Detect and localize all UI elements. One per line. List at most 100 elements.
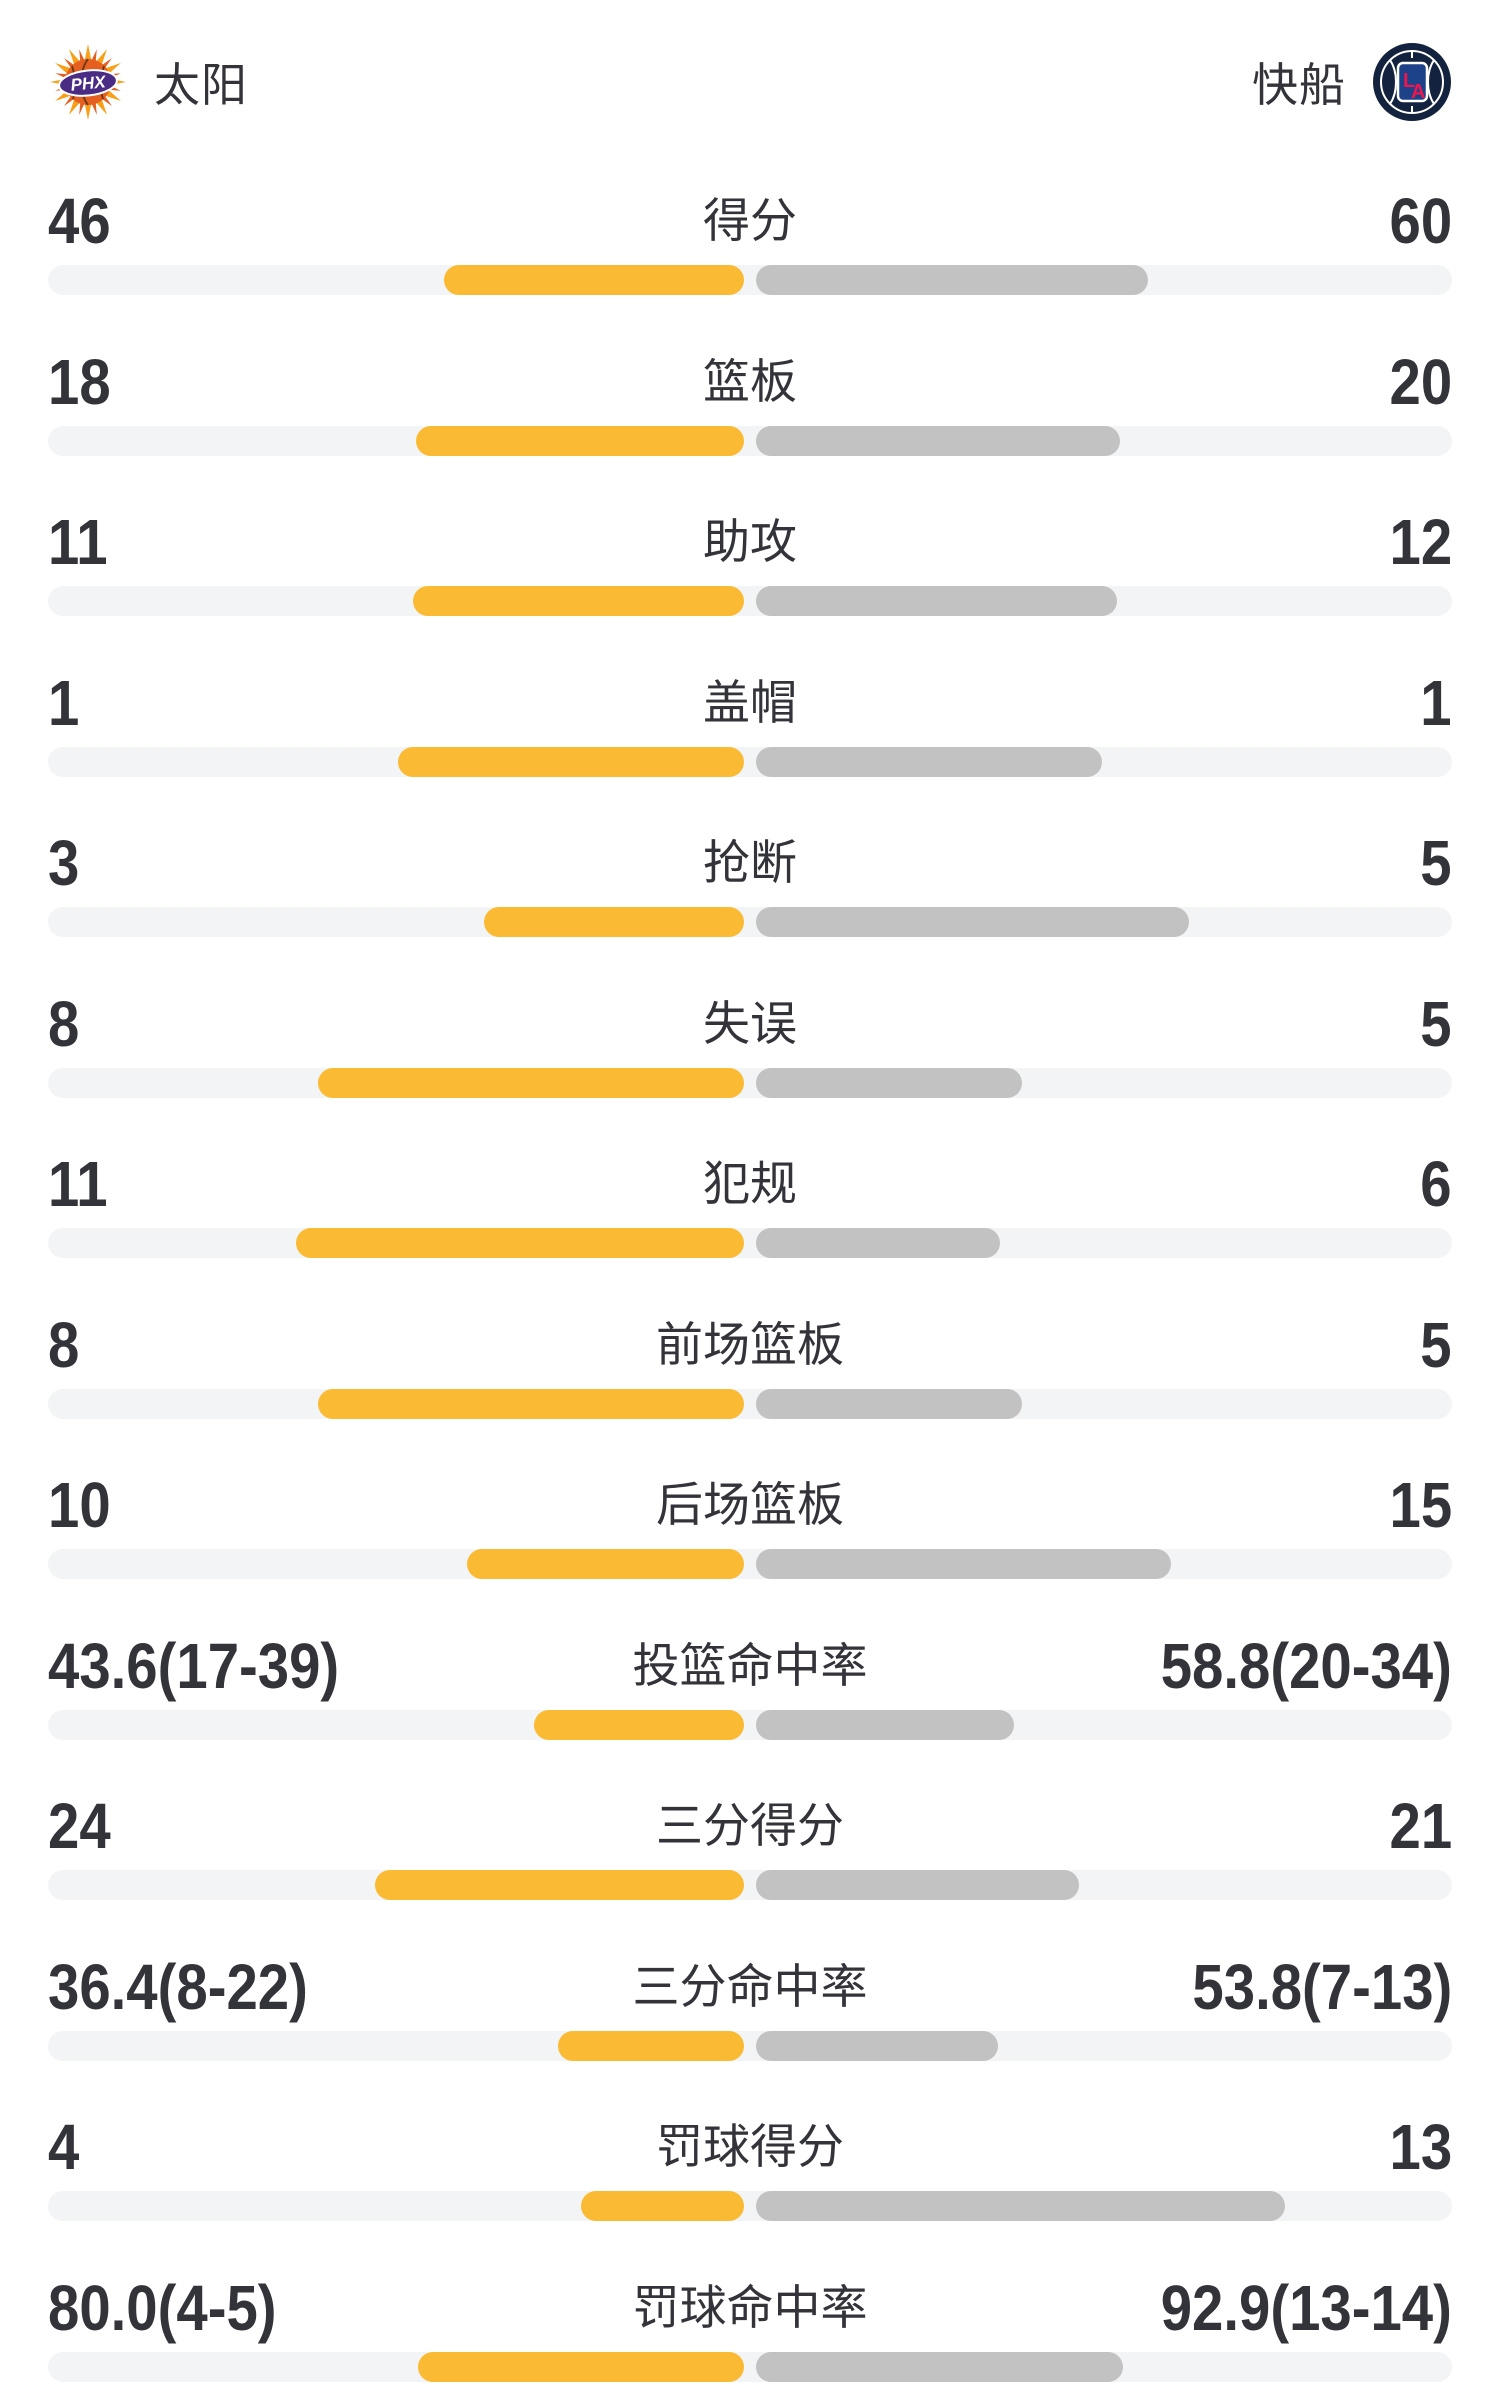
bar-track (48, 265, 1452, 295)
stat-right-value: 60 (1389, 185, 1452, 257)
right-team-bar (756, 1067, 1022, 1098)
left-team-bar (318, 1388, 744, 1419)
stat-row: 36.4(8-22) 53.8(7-13) 三分命中率 (0, 1933, 1500, 2094)
stat-row: 80.0(4-5) 92.9(13-14) 罚球命中率 (0, 2254, 1500, 2400)
svg-text:A: A (1411, 81, 1425, 103)
home-team-name: 太阳 (154, 59, 248, 111)
right-team-bar (756, 2030, 998, 2061)
right-team-bar (756, 746, 1102, 777)
left-team-bar (413, 586, 744, 616)
away-team[interactable]: 快船 L A (1252, 42, 1452, 122)
stat-label: 三分得分 (656, 1799, 844, 1852)
bar-track (48, 1388, 1452, 1419)
stat-left-value: 8 (48, 987, 80, 1060)
stat-right-value: 21 (1389, 1790, 1452, 1862)
right-team-bar (756, 1228, 1000, 1258)
stat-row: 24 21 三分得分 (0, 1772, 1500, 1933)
left-team-bar (418, 2351, 744, 2382)
left-team-bar (484, 907, 744, 937)
stat-row: 3 5 抢断 (0, 809, 1500, 970)
stat-label: 投篮命中率 (632, 1638, 868, 1692)
left-team-bar (416, 425, 744, 456)
bar-track (48, 1549, 1452, 1579)
stat-left-value: 11 (48, 506, 108, 578)
suns-logo-icon: PHX (50, 44, 126, 120)
bar-track (48, 586, 1452, 616)
bar-track (48, 1870, 1452, 1900)
stat-label: 助攻 (703, 515, 797, 568)
right-team-bar (756, 425, 1120, 456)
left-team-bar (296, 1228, 744, 1258)
stat-right-value: 53.8(7-13) (1192, 1950, 1452, 2023)
stat-row: 18 20 篮板 (0, 328, 1500, 489)
right-team-bar (756, 265, 1148, 295)
stat-row: 11 12 助攻 (0, 488, 1500, 649)
right-team-bar (756, 2351, 1123, 2382)
stat-right-value: 1 (1420, 666, 1452, 739)
left-team-bar (558, 2030, 744, 2061)
stat-row: 8 5 失误 (0, 970, 1500, 1131)
stat-row: 46 60 得分 (0, 167, 1500, 328)
right-team-bar (756, 1870, 1079, 1900)
stat-right-value: 12 (1389, 506, 1452, 578)
stat-left-value: 24 (48, 1790, 111, 1862)
left-team-bar (444, 265, 744, 295)
left-team-bar (375, 1870, 744, 1900)
stat-left-value: 4 (48, 2111, 80, 2183)
stat-right-value: 58.8(20-34) (1160, 1629, 1452, 1702)
bar-track (48, 425, 1452, 456)
right-team-bar (756, 907, 1189, 937)
stat-left-value: 1 (48, 666, 80, 739)
stat-label: 抢断 (703, 836, 797, 889)
stat-right-value: 15 (1389, 1469, 1452, 1541)
stat-label: 前场篮板 (656, 1317, 844, 1371)
right-team-bar (756, 2191, 1285, 2221)
left-team-bar (318, 1067, 744, 1098)
stat-label: 篮板 (703, 354, 797, 408)
stat-row: 43.6(17-39) 58.8(20-34) 投篮命中率 (0, 1612, 1500, 1773)
svg-text:PHX: PHX (70, 72, 108, 95)
bar-track (48, 1067, 1452, 1098)
stat-label: 罚球得分 (656, 2120, 844, 2173)
teams-header: PHX 太阳 快船 L A (48, 42, 1452, 122)
stat-left-value: 10 (48, 1469, 111, 1541)
stat-label: 三分命中率 (632, 1959, 868, 2013)
stat-row: 8 5 前场篮板 (0, 1291, 1500, 1452)
away-team-name: 快船 (1252, 59, 1346, 111)
stat-right-value: 6 (1420, 1148, 1452, 1220)
stat-right-value: 20 (1389, 345, 1452, 418)
right-team-bar (756, 1549, 1171, 1579)
stat-label: 盖帽 (703, 675, 797, 729)
stat-right-value: 5 (1420, 1308, 1452, 1381)
stat-left-value: 11 (48, 1148, 108, 1220)
bar-track (48, 1228, 1452, 1258)
right-team-bar (756, 1388, 1022, 1419)
left-team-bar (467, 1549, 744, 1579)
stats-list: 46 60 得分 18 20 篮板 11 12 助攻 1 (0, 167, 1500, 2400)
clippers-logo-icon: L A (1373, 43, 1451, 121)
left-team-bar (398, 746, 744, 777)
stat-left-value: 18 (48, 345, 111, 418)
stat-right-value: 13 (1389, 2111, 1452, 2183)
home-team[interactable]: PHX 太阳 (48, 42, 248, 122)
stat-label: 后场篮板 (656, 1478, 844, 1531)
stat-row: 10 15 后场篮板 (0, 1451, 1500, 1612)
bar-track (48, 907, 1452, 937)
stat-label: 犯规 (703, 1157, 797, 1210)
bar-track (48, 2191, 1452, 2221)
stat-row: 11 6 犯规 (0, 1130, 1500, 1291)
stat-left-value: 8 (48, 1308, 80, 1381)
stat-row: 1 1 盖帽 (0, 649, 1500, 810)
stat-label: 得分 (703, 194, 797, 247)
svg-text:L: L (1403, 70, 1415, 92)
left-team-bar (534, 1709, 744, 1740)
stat-right-value: 5 (1420, 987, 1452, 1060)
bar-track (48, 2030, 1452, 2061)
stat-label: 罚球命中率 (632, 2280, 868, 2334)
stat-left-value: 46 (48, 185, 111, 257)
stat-left-value: 43.6(17-39) (48, 1629, 340, 1702)
stat-left-value: 36.4(8-22) (48, 1950, 308, 2023)
left-team-bar (581, 2191, 744, 2221)
bar-track (48, 746, 1452, 777)
